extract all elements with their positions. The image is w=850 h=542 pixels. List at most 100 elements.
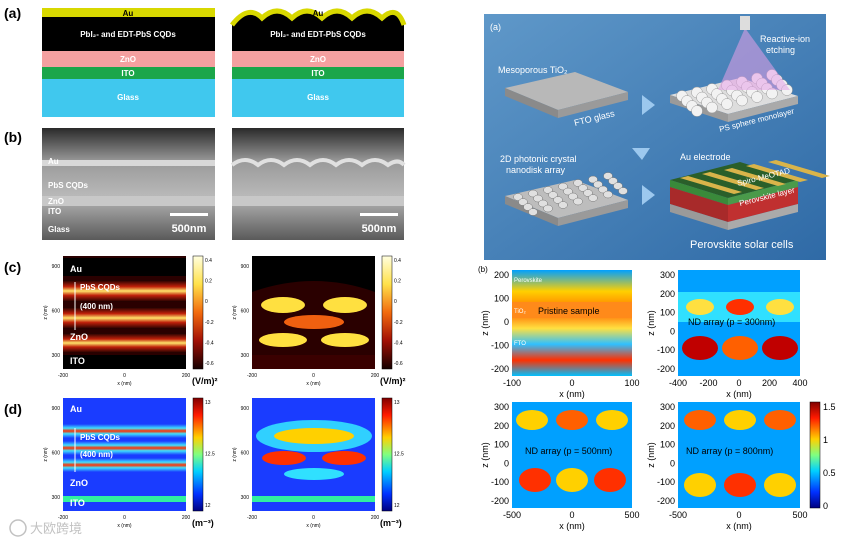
ps-sphere bbox=[706, 101, 718, 114]
b-xtick: 100 bbox=[624, 378, 639, 388]
panel_c-cbtick: 0.2 bbox=[205, 279, 212, 285]
nanodisk bbox=[613, 182, 623, 190]
panel-a-label: (a) bbox=[4, 5, 21, 21]
b-xtick: 0 bbox=[569, 378, 574, 388]
au-strip bbox=[702, 172, 764, 190]
panel_c-xtick: 200 bbox=[371, 373, 380, 379]
panel-d-label: (d) bbox=[4, 401, 22, 417]
colorbar-b bbox=[809, 401, 821, 509]
b-ytick: -200 bbox=[491, 496, 509, 506]
c-unit: (V/m)² bbox=[192, 376, 218, 386]
panel_d-xtick: 200 bbox=[182, 515, 191, 521]
nd-bumps bbox=[513, 172, 628, 216]
sem-label-cqd: PbS CQDs bbox=[48, 181, 89, 190]
b-ytick: 100 bbox=[494, 440, 509, 450]
layer-zno: ZnO bbox=[120, 55, 136, 64]
ps-sphere bbox=[736, 94, 748, 107]
nd500-map: ND array (p = 500nm) bbox=[512, 402, 632, 508]
nanodisk bbox=[563, 187, 573, 196]
nanodisk bbox=[603, 172, 613, 180]
device-stack-textured: Au PbI₂- and EDT-PbS CQDs ZnO ITO Glass bbox=[230, 8, 407, 117]
panel_d-ytick: 300 bbox=[52, 495, 61, 501]
sem-label-zno: ZnO bbox=[48, 197, 64, 206]
layer-fto: FTO bbox=[514, 341, 526, 347]
panel_c-cbtick: 0.2 bbox=[394, 279, 401, 285]
title-nd500: ND array (p = 500nm) bbox=[525, 446, 612, 456]
b-cbtick: 1 bbox=[823, 435, 828, 445]
label-pc2: nanodisk array bbox=[506, 165, 566, 175]
nanodisk bbox=[543, 186, 553, 194]
scale-bar-label-2: 500nm bbox=[362, 223, 397, 235]
b-xtick: -100 bbox=[503, 378, 521, 388]
b-ylabel: z (nm) bbox=[480, 442, 490, 468]
panel-c-label: (c) bbox=[4, 259, 21, 275]
panel_c-cbtick: -0.4 bbox=[394, 340, 403, 346]
panel_c-xtick: 200 bbox=[182, 373, 191, 379]
nd800-map: ND array (p = 800nm) bbox=[678, 402, 800, 508]
nanodisk bbox=[538, 199, 548, 208]
b-ytick: -100 bbox=[491, 477, 509, 487]
b-xtick: -400 bbox=[669, 378, 687, 388]
layer-zno-2: ZnO bbox=[310, 55, 326, 64]
b-ytick: 200 bbox=[660, 421, 675, 431]
nanodisk bbox=[608, 177, 618, 185]
panel_d-cbtick: 12 bbox=[205, 503, 211, 509]
nanodisk bbox=[573, 197, 583, 206]
b-xtick: 0 bbox=[569, 510, 574, 520]
label-cells: Perovskite solar cells bbox=[690, 239, 794, 251]
d-unit: (m⁻³) bbox=[192, 518, 214, 528]
nanodisk bbox=[533, 194, 543, 203]
b-xtick: 200 bbox=[762, 378, 777, 388]
layer-ito-2: ITO bbox=[311, 69, 324, 78]
colorbar-c: (V/m)² (V/m)² bbox=[192, 255, 406, 386]
b-xtick: 500 bbox=[624, 510, 639, 520]
field-map-textured bbox=[252, 256, 375, 369]
d-unit-2: (m⁻³) bbox=[380, 518, 402, 528]
nanodisk bbox=[518, 198, 528, 206]
panel_c-cbtick: -0.6 bbox=[394, 361, 403, 367]
au-strip bbox=[768, 160, 830, 178]
au-strip bbox=[680, 176, 742, 194]
c-ito: ITO bbox=[70, 356, 85, 366]
b-ytick: 300 bbox=[494, 402, 509, 412]
ps-sphere bbox=[721, 98, 733, 110]
b-xtick: 500 bbox=[792, 510, 807, 520]
panel_d-ytick: 600 bbox=[241, 451, 250, 457]
panel_d-cbtick: 12 bbox=[394, 503, 400, 509]
panel_d-ytick: 600 bbox=[52, 451, 61, 457]
b-xlabel: x (nm) bbox=[726, 521, 752, 531]
b-ylabel: z (nm) bbox=[646, 310, 656, 336]
b-xlabel: x (nm) bbox=[726, 389, 752, 399]
b-xtick: 400 bbox=[792, 378, 807, 388]
watermark-logo: 大欧跨境 bbox=[9, 519, 82, 537]
c-unit-2: (V/m)² bbox=[380, 376, 406, 386]
sem-label-au: Au bbox=[48, 157, 59, 166]
d-zno: ZnO bbox=[70, 478, 88, 488]
b-ytick: -200 bbox=[491, 364, 509, 374]
b-ytick: 300 bbox=[660, 402, 675, 412]
pristine-map: Perovskite TiO₂ FTO Pristine sample bbox=[512, 270, 632, 376]
panel-b-label: (b) bbox=[4, 129, 22, 145]
c-cqd: PbS CQDs bbox=[80, 283, 121, 292]
b-cbtick: 1.5 bbox=[823, 402, 836, 412]
b-ytick: 0 bbox=[504, 458, 509, 468]
b-ytick: -100 bbox=[491, 341, 509, 351]
au-strips bbox=[680, 160, 830, 194]
panel_c-xtick: 0 bbox=[123, 373, 126, 379]
scale-bar-label: 500nm bbox=[172, 223, 207, 235]
b-ylabel: z (nm) bbox=[646, 442, 656, 468]
panel_c-ytick: 600 bbox=[52, 309, 61, 315]
layer-glass: Glass bbox=[117, 93, 139, 102]
panel_d-cbtick: 13 bbox=[205, 400, 211, 406]
layer-perovskite: Perovskite bbox=[514, 278, 543, 284]
b-ytick: 100 bbox=[660, 308, 675, 318]
panel_d-xlabel: x (nm) bbox=[306, 523, 321, 529]
panel_c-cbtick: -0.6 bbox=[205, 361, 214, 367]
nanodisk bbox=[593, 180, 603, 189]
panel_c-xtick: 0 bbox=[312, 373, 315, 379]
b-ytick: 100 bbox=[660, 440, 675, 450]
b-ytick: 200 bbox=[494, 270, 509, 280]
panel_c-ytick: 300 bbox=[52, 353, 61, 359]
sem-image-flat: Au PbS CQDs ZnO ITO Glass 500nm bbox=[42, 128, 215, 240]
